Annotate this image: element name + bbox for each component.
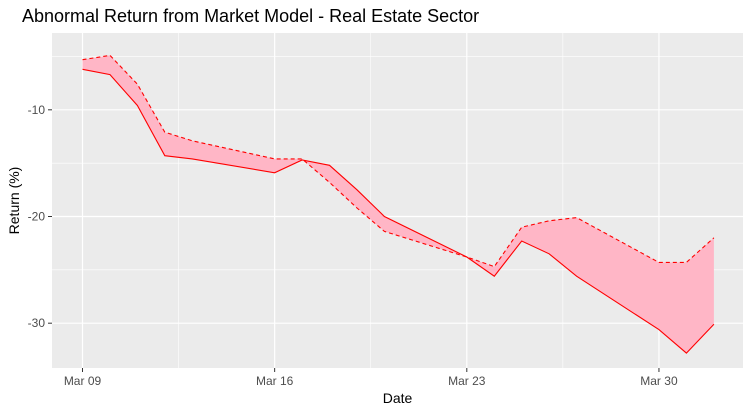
series-line-solid <box>82 68 715 354</box>
series-line-dashed <box>82 54 715 268</box>
y-tick-label: -20 <box>28 210 46 224</box>
plot-panel <box>52 33 743 368</box>
x-axis-title: Date <box>383 390 413 406</box>
x-tick-label: Mar 16 <box>256 374 294 388</box>
axis-ticks <box>48 109 660 372</box>
ribbon-area <box>82 55 714 354</box>
x-tick-label: Mar 30 <box>640 374 678 388</box>
tick-labels: -10 -20 -30 Mar 09 Mar 16 Mar 23 Mar 30 <box>28 103 678 388</box>
y-tick-label: -30 <box>28 316 46 330</box>
grid-major <box>52 33 743 368</box>
y-axis-title: Return (%) <box>6 167 22 235</box>
y-tick-label: -10 <box>28 103 46 117</box>
x-tick-label: Mar 09 <box>64 374 102 388</box>
x-tick-label: Mar 23 <box>448 374 486 388</box>
chart-title: Abnormal Return from Market Model - Real… <box>22 6 480 26</box>
grid-minor <box>52 33 743 368</box>
